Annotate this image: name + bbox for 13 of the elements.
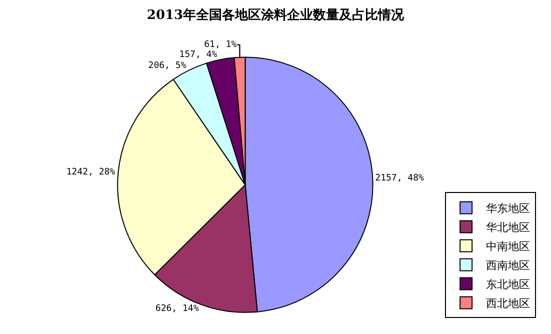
legend-label: 东北地区 [486, 278, 530, 291]
data-label: 157, 4% [179, 50, 218, 60]
data-label: 1242, 28% [66, 168, 116, 178]
legend-label: 西南地区 [486, 258, 530, 272]
data-label: 2157, 48% [375, 174, 425, 184]
legend-label: 中南地区 [486, 240, 530, 253]
legend-label: 西北地区 [486, 296, 530, 310]
data-label: 626, 14% [155, 304, 200, 314]
chart-title: 2013年全国各地区涂料企业数量及占比情况 [146, 8, 406, 24]
data-label: 61, 1% [204, 40, 238, 50]
data-label: 206, 5% [148, 61, 187, 72]
legend-label: 华东地区 [486, 202, 530, 215]
legend-label: 华北地区 [486, 220, 530, 234]
